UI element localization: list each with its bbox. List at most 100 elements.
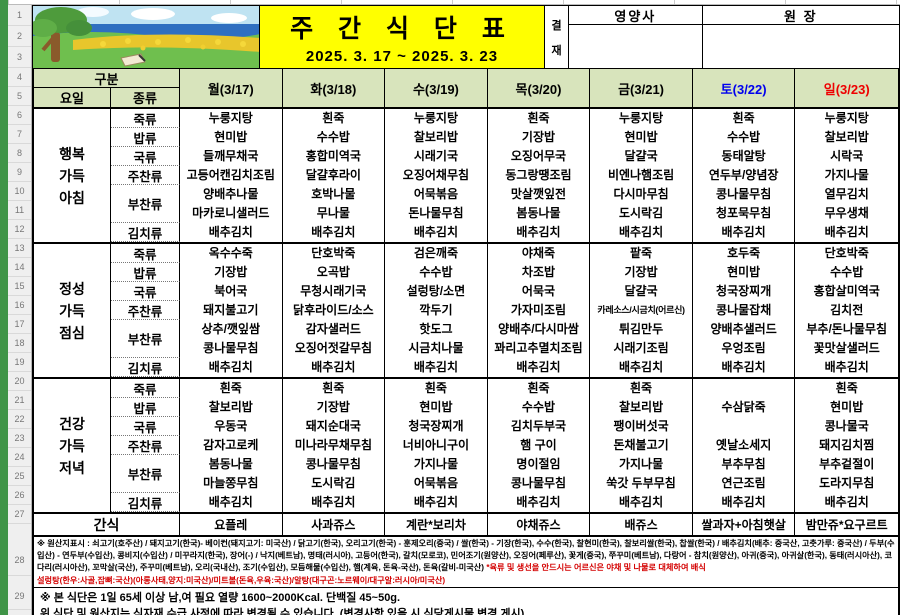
- cell-line: 도라지무침: [819, 476, 875, 490]
- meal-name-dinner: 건강 가득 저녁: [34, 379, 111, 512]
- snack-row: 간식 요플레 사과쥬스 계란*보리차 야채쥬스 배쥬스 쌀과자+아침햇살 밤만쥬…: [34, 514, 898, 537]
- cell-line: 콩나물잡채: [716, 303, 772, 317]
- cell-line: 돼지불고기: [203, 303, 259, 317]
- cell-line: 부추/돈나물무침: [806, 322, 888, 336]
- cell-line: 팽이버섯국: [613, 419, 669, 433]
- cell-line: 시래기국: [413, 149, 458, 163]
- origin-notice-text: ※ 원산지표시 : 쇠고기(호주산) / 돼지고기(한국)- 베이컨(돼지고기:…: [37, 539, 895, 573]
- cell-line: 가득: [59, 302, 85, 319]
- cell-line: 건강: [59, 415, 85, 432]
- menu-cell: 야채죽 차조밥 어묵국 가자미조림 양배추/다시마쌈 꽈리고추멸치조림 배추김치: [488, 244, 591, 377]
- menu-cell: 누룽지탕 현미밥 들깨무채국 고등어캔김치조림 양배추나물 마카로니샐러드 배추김치: [180, 109, 283, 242]
- cell-line: 아침: [59, 189, 85, 206]
- cell-line: 배추김치: [618, 495, 664, 509]
- cell-line: 18: [8, 334, 31, 353]
- cell-line: 콩나물무침: [716, 187, 772, 201]
- cell-line: 28: [8, 524, 31, 576]
- cell-line: 현미밥: [830, 400, 864, 414]
- cell-line: 홍합미역국: [305, 149, 361, 163]
- category-label: 밥류: [111, 263, 180, 282]
- cell-line: 설렁탕/소면: [406, 284, 466, 298]
- page-title: 주 간 식 단 표: [290, 15, 514, 43]
- cell-line: 17: [8, 315, 31, 334]
- cell-line: 수삼닭죽: [721, 400, 766, 414]
- cell-line: 달걀국: [624, 284, 658, 298]
- cell-line: 봄동나물: [208, 457, 253, 471]
- category-label: 죽류: [111, 109, 180, 128]
- cell-line: 정성: [59, 280, 85, 297]
- cell-line: 배추김치: [721, 360, 766, 374]
- cell-line: 6: [8, 106, 31, 125]
- header-illustration: [33, 6, 260, 68]
- cell-line: 기장밥: [214, 265, 248, 279]
- cell-line: 어묵볶음: [413, 187, 458, 201]
- category-label: 부찬류: [111, 455, 180, 493]
- director-signature-cell: [703, 25, 899, 68]
- cell-line: 쑥갓 두부무침: [606, 476, 676, 490]
- cell-line: 비엔나햄조림: [607, 168, 675, 182]
- cell-line: 배추김치: [824, 495, 869, 509]
- cell-line: 가득: [59, 167, 85, 184]
- cell-line: 호박나물: [311, 187, 356, 201]
- bottom-notes: ※ 본 식단은 1일 65세 이상 남,여 필요 열량 1600~2000Kca…: [34, 588, 898, 615]
- cell-line: 너비아니구이: [402, 438, 470, 452]
- cell-line: 흰죽: [732, 111, 755, 125]
- cell-line: 닭후라이드/소스: [293, 303, 374, 317]
- change-note: 위 식단 및 원산지는 식자재 수급 사정에 따라 변경될 수 있습니다. (변…: [40, 608, 525, 615]
- cell-line: 26: [8, 486, 31, 505]
- row-number-gutter: 1 2 3 4 5 6 7 8 9 10 11 12 13 14 15 16 17 18 19 20 21 22 23 24 2…: [8, 5, 32, 615]
- cell-line: 콩나물국: [824, 419, 869, 433]
- cell-line: 가지나물: [824, 168, 869, 182]
- cell-line: 배추김치: [721, 495, 766, 509]
- menu-cell: 검은깨죽 수수밥 설렁탕/소면 깍두기 핫도그 시금치나물 배추김치: [385, 244, 488, 377]
- day-header-wed: 수(3/19): [385, 69, 488, 107]
- cell-line: 22: [8, 410, 31, 429]
- category-label: 김치류: [111, 358, 180, 377]
- cell-line: 가지나물: [618, 457, 664, 471]
- cell-line: 검은깨죽: [413, 246, 458, 260]
- meal-block-dinner: 건강 가득 저녁 죽류 밥류 국류 주찬류 부찬류 김치류 흰죽 찰보리밥 우동국 감자고…: [34, 379, 898, 514]
- cell-line: 배추김치: [516, 360, 561, 374]
- cell-line: 20: [8, 372, 31, 391]
- cell-line: 연두부/양념장: [708, 168, 779, 182]
- snack-cell: 야채쥬스: [488, 514, 591, 535]
- category-label: 국류: [111, 417, 180, 436]
- cell-line: 찰보리밥: [618, 400, 664, 414]
- cell-line: 북어국: [214, 284, 248, 298]
- cell-line: 시락국: [830, 149, 864, 163]
- cell-line: 수수밥: [419, 265, 453, 279]
- menu-table: 구분 요일 종류 월(3/17) 화(3/18) 수(3/19) 목(3/20)…: [32, 68, 900, 615]
- cell-line: 찰보리밥: [208, 400, 253, 414]
- cell-line: 달걀국: [624, 149, 658, 163]
- cell-line: 현미밥: [214, 130, 248, 144]
- cell-line: 청포묵무침: [716, 206, 772, 220]
- cell-line: 흰죽: [219, 381, 242, 395]
- cell-line: 15: [8, 277, 31, 296]
- cell-line: 24: [8, 448, 31, 467]
- category-label: 부찬류: [111, 185, 180, 223]
- menu-cell: 흰죽 기장밥 오징어무국 동그랑땡조림 맛살깻잎전 봄동나물 배추김치: [488, 109, 591, 242]
- cell-line: 13: [8, 239, 31, 258]
- cell-line: 흰죽: [424, 381, 447, 395]
- cell-line: 무청시래기국: [300, 284, 367, 298]
- cell-line: 결: [551, 19, 562, 32]
- cell-line: 달걀후라이: [305, 168, 361, 182]
- cell-line: 8: [8, 144, 31, 163]
- cell-line: 7: [8, 125, 31, 144]
- day-header-sun: 일(3/23): [823, 81, 870, 97]
- cell-line: 19: [8, 353, 31, 372]
- category-label: 국류: [111, 282, 180, 301]
- cell-line: 고등어캔김치조림: [186, 168, 275, 182]
- day-col-header: 요일: [34, 88, 111, 107]
- cell-line: 꽈리고추멸치조림: [494, 341, 583, 355]
- cell-line: 2: [8, 26, 31, 47]
- cell-line: 튀김만두: [618, 322, 664, 336]
- cell-line: 가지나물: [413, 457, 458, 471]
- cell-line: 행복: [59, 145, 85, 162]
- cell-line: 누룽지탕: [618, 111, 664, 125]
- table-header: 구분 요일 종류 월(3/17) 화(3/18) 수(3/19) 목(3/20)…: [34, 69, 898, 109]
- day-header-fri: 금(3/21): [590, 69, 693, 107]
